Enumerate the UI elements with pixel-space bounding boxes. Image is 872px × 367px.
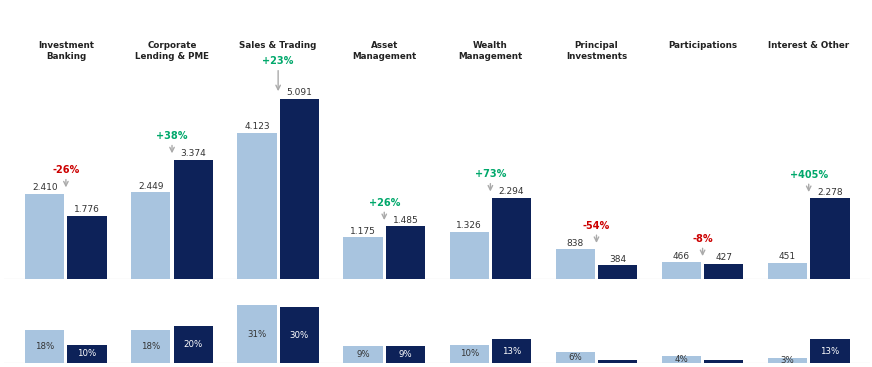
Text: 10%: 10% (78, 349, 97, 359)
Bar (280, 307, 319, 363)
Bar (598, 265, 637, 279)
Text: +405%: +405% (790, 170, 828, 180)
Text: -54%: -54% (582, 221, 610, 231)
Text: 3%: 3% (780, 356, 794, 365)
Bar (492, 339, 531, 363)
Text: 31%: 31% (248, 330, 267, 339)
Text: LTM 3T22 x LTM 3T21: LTM 3T22 x LTM 3T21 (10, 8, 184, 23)
Text: +73%: +73% (474, 170, 506, 179)
Bar (385, 226, 426, 279)
Text: 2%: 2% (610, 349, 624, 358)
Text: 13%: 13% (821, 346, 840, 356)
Text: Wealth
Management: Wealth Management (459, 41, 522, 61)
Bar (344, 346, 383, 363)
Bar (555, 352, 595, 363)
Bar (25, 330, 65, 363)
Bar (131, 192, 170, 279)
Text: 2.449: 2.449 (138, 182, 164, 190)
Text: Investment
Banking: Investment Banking (37, 41, 94, 61)
Text: Asset
Management: Asset Management (352, 41, 416, 61)
Bar (705, 360, 744, 363)
Bar (237, 305, 276, 363)
Bar (449, 232, 489, 279)
Text: 30%: 30% (290, 331, 309, 339)
Text: +23%: +23% (262, 57, 294, 66)
Text: Receitas Totais LTM 3T22 = R$17,1 bilhões: Receitas Totais LTM 3T22 = R$17,1 bilhõe… (610, 11, 862, 21)
Bar (25, 194, 65, 279)
Text: 18%: 18% (141, 342, 160, 351)
Text: 2%: 2% (717, 349, 731, 358)
Bar (67, 345, 106, 363)
Bar (385, 346, 426, 363)
Bar (449, 345, 489, 363)
Bar (810, 339, 849, 363)
Text: 3.374: 3.374 (181, 149, 206, 158)
Text: 9%: 9% (357, 350, 370, 359)
Text: 427: 427 (715, 253, 732, 262)
Bar (344, 237, 383, 279)
Text: Principal
Investments: Principal Investments (566, 41, 627, 61)
Bar (555, 249, 595, 279)
Bar (662, 262, 701, 279)
Text: +38%: +38% (156, 131, 187, 141)
Text: 6%: 6% (569, 353, 582, 362)
Text: 20%: 20% (184, 340, 203, 349)
Text: 1.326: 1.326 (456, 221, 482, 230)
Text: 5.091: 5.091 (286, 88, 312, 97)
Text: Sales & Trading: Sales & Trading (240, 41, 317, 50)
Text: 13%: 13% (502, 346, 521, 356)
Bar (67, 216, 106, 279)
Bar (237, 133, 276, 279)
Text: 10%: 10% (460, 349, 479, 359)
Text: 1.175: 1.175 (350, 226, 376, 236)
Bar (810, 199, 849, 279)
Text: -26%: -26% (52, 166, 79, 175)
Bar (492, 198, 531, 279)
Bar (174, 160, 213, 279)
Text: 2.410: 2.410 (32, 183, 58, 192)
Text: 9%: 9% (399, 350, 412, 359)
Bar (280, 99, 319, 279)
Text: 2.278: 2.278 (817, 188, 842, 197)
Text: 384: 384 (610, 255, 626, 264)
Text: 1.776: 1.776 (74, 206, 100, 214)
Text: 2.294: 2.294 (499, 187, 524, 196)
Text: Interest & Other: Interest & Other (768, 41, 849, 50)
Bar (174, 326, 213, 363)
Bar (768, 263, 807, 279)
Text: 4.123: 4.123 (244, 123, 269, 131)
Bar (131, 330, 170, 363)
Text: Corporate
Lending & PME: Corporate Lending & PME (135, 41, 209, 61)
Text: 451: 451 (779, 252, 796, 261)
Bar (705, 264, 744, 279)
Bar (768, 358, 807, 363)
Text: 838: 838 (567, 239, 584, 247)
Text: 18%: 18% (35, 342, 54, 351)
Text: -8%: -8% (692, 234, 713, 244)
Text: +26%: +26% (369, 198, 400, 208)
Bar (598, 360, 637, 363)
Text: 4%: 4% (675, 355, 688, 364)
Text: Participations: Participations (668, 41, 737, 50)
Text: 466: 466 (673, 252, 690, 261)
Bar (662, 356, 701, 363)
Text: 1.485: 1.485 (392, 216, 419, 225)
